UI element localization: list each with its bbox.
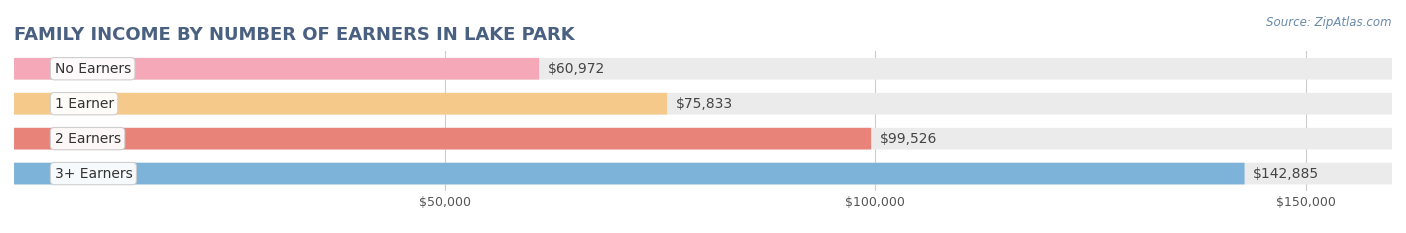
Text: Source: ZipAtlas.com: Source: ZipAtlas.com (1267, 16, 1392, 29)
Text: 2 Earners: 2 Earners (55, 132, 121, 146)
Text: No Earners: No Earners (55, 62, 131, 76)
FancyBboxPatch shape (14, 93, 1392, 115)
FancyBboxPatch shape (14, 58, 1392, 80)
FancyBboxPatch shape (14, 128, 872, 150)
FancyBboxPatch shape (14, 58, 538, 80)
Text: FAMILY INCOME BY NUMBER OF EARNERS IN LAKE PARK: FAMILY INCOME BY NUMBER OF EARNERS IN LA… (14, 26, 575, 44)
Text: 3+ Earners: 3+ Earners (55, 167, 132, 181)
Text: $75,833: $75,833 (676, 97, 733, 111)
FancyBboxPatch shape (14, 163, 1244, 185)
Text: 1 Earner: 1 Earner (55, 97, 114, 111)
FancyBboxPatch shape (14, 128, 1392, 150)
FancyBboxPatch shape (14, 93, 666, 115)
Text: $99,526: $99,526 (880, 132, 938, 146)
Text: $142,885: $142,885 (1253, 167, 1319, 181)
FancyBboxPatch shape (14, 163, 1392, 185)
Text: $60,972: $60,972 (548, 62, 605, 76)
